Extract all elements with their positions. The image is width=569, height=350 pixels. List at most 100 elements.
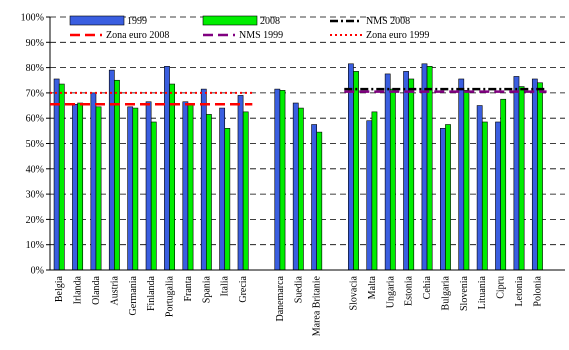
bar-1999-italia (219, 107, 226, 271)
x-tick-label: Estonia (404, 275, 415, 306)
bar-2008-suedia (298, 107, 304, 271)
bar-2008-slovacia (353, 71, 359, 271)
x-axis: Belgia Irlanda Olanda Austria Germania Finlan… (50, 269, 565, 336)
x-tick-label: Bulgaria (440, 275, 451, 310)
bar-2008-estonia (408, 78, 415, 271)
x-tick-label: Malta (367, 275, 378, 299)
bar-1999-austria (108, 69, 115, 271)
x-tick-label: Italia (220, 275, 231, 296)
bar-1999-lituania (476, 105, 483, 271)
bar-2008-slovenia (463, 90, 470, 271)
bar-1999-danemarca (274, 88, 281, 271)
y-tick-label: 80% (26, 63, 44, 74)
y-tick-label: 20% (26, 215, 44, 226)
bar-1999-bulgaria (439, 128, 446, 271)
bar-2008-spania (206, 114, 212, 271)
bar-1999-cehia (421, 63, 428, 271)
bar-1999-belgia (53, 78, 60, 271)
reference-lines (50, 87, 547, 106)
bar-2008-olanda (95, 106, 102, 271)
bar-1999-letonia (513, 76, 520, 271)
x-tick-label: Grecia (238, 275, 249, 302)
bar-2008-franta (187, 103, 194, 271)
bars (53, 63, 543, 271)
bar-1999-spania (200, 88, 207, 271)
bar-1999-malta (366, 120, 373, 271)
x-tick-label: Germania (128, 275, 139, 315)
bar-1999-cipru (495, 121, 501, 271)
bar-1999-marea-britanie (311, 124, 317, 271)
y-tick-label: 50% (26, 139, 44, 150)
bar-2008-polonia (537, 82, 543, 271)
y-axis: 0% 10% 20% 30% 40% 50% 60% 70% 80% 90% 100% (21, 13, 51, 277)
x-tick-label: Suedia (293, 275, 304, 303)
x-tick-label: Letonia (514, 275, 525, 306)
legend-label: NMS 2008 (366, 16, 410, 27)
y-tick-label: 90% (26, 38, 44, 49)
y-tick-label: 40% (26, 164, 44, 175)
x-tick-label: Ungaria (385, 275, 396, 308)
bar-2008-malta (371, 111, 378, 271)
x-tick-label: Franta (183, 275, 194, 301)
x-tick-label: Cipru (496, 276, 507, 299)
y-tick-label: 60% (26, 114, 44, 125)
x-tick-label: Lituania (477, 275, 488, 309)
y-tick-label: 70% (26, 88, 44, 99)
x-tick-label: Portugalia (165, 275, 176, 317)
bar-2008-belgia (58, 83, 65, 271)
bar-1999-ungaria (384, 73, 391, 271)
legend-label: 1999 (127, 16, 147, 27)
bar-1999-suedia (292, 102, 299, 271)
bar-1999-germania (127, 106, 134, 271)
bar-2008-cipru (500, 98, 507, 271)
x-tick-label: Finlanda (146, 275, 157, 311)
bar-2008-germania (132, 107, 139, 271)
x-tick-label: Polonia (532, 275, 543, 306)
x-tick-label: Slovacia (348, 275, 359, 310)
legend-label: Zona euro 1999 (366, 30, 429, 41)
x-tick-label: Spania (201, 275, 212, 303)
legend-label: 2008 (260, 16, 280, 27)
bar-2008-irlanda (77, 102, 84, 271)
bar-2008-austria (114, 79, 120, 271)
bar-1999-polonia (531, 78, 538, 271)
x-tick-label: Irlanda (73, 275, 84, 304)
legend-label: Zona euro 2008 (106, 30, 169, 41)
legend-swatch (202, 15, 258, 26)
bar-1999-slovacia (348, 63, 354, 271)
bar-2008-grecia (242, 111, 249, 271)
y-tick-label: 0% (31, 266, 44, 277)
y-tick-label: 30% (26, 190, 44, 201)
bar-1999-grecia (237, 95, 244, 271)
legend-swatch (69, 15, 125, 26)
x-tick-label: Olanda (91, 275, 102, 304)
x-tick-label: Austria (109, 275, 120, 305)
x-tick-label: Slovenia (459, 275, 470, 311)
x-tick-label: Marea Britanie (312, 275, 323, 336)
bar-2008-ungaria (389, 88, 396, 271)
bar-2008-portugalia (169, 83, 176, 271)
bar-2008-letonia (518, 86, 525, 271)
bar-2008-danemarca (279, 90, 286, 271)
bar-1999-franta (182, 101, 189, 271)
x-tick-label: Danemarca (275, 275, 286, 321)
bar-1999-finlanda (145, 101, 152, 271)
bar-1999-portugalia (164, 66, 170, 271)
bar-1999-estonia (403, 71, 409, 271)
bar-2008-marea-britanie (316, 131, 323, 271)
bar-2008-bulgaria (445, 124, 451, 271)
x-tick-label: Cehia (422, 275, 433, 299)
y-tick-label: 10% (26, 240, 44, 251)
bar-2008-italia (224, 128, 231, 271)
x-tick-label: Belgia (54, 275, 65, 302)
gridlines (50, 16, 565, 246)
bar-2008-cehia (426, 66, 433, 271)
legend: 1999 2008 NMS 2008 Zona euro 2008 NMS 1999 Zo… (69, 15, 429, 41)
y-tick-label: 100% (21, 13, 44, 24)
bar-2008-finlanda (150, 121, 157, 271)
bar-2008-lituania (481, 121, 488, 271)
legend-label: NMS 1999 (239, 30, 283, 41)
bar-1999-irlanda (72, 103, 78, 271)
bar-1999-olanda (90, 92, 97, 271)
